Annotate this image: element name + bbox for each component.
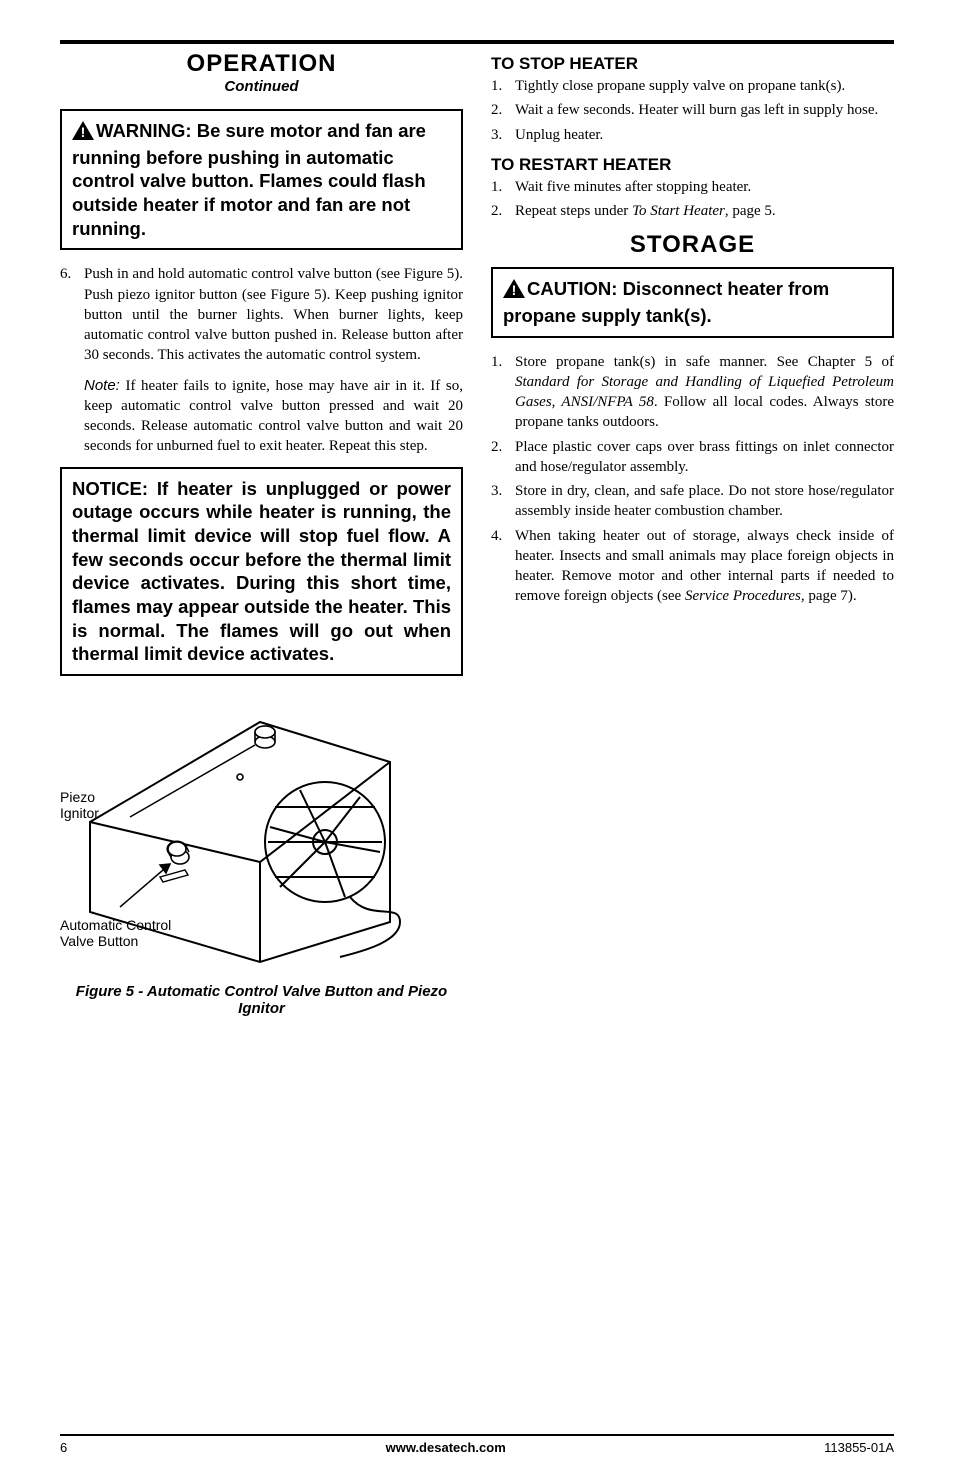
step-text: Place plastic cover caps over brass fitt… — [515, 437, 894, 478]
two-column-layout: OPERATION Continued ! WARNING: Be sure m… — [60, 50, 894, 1017]
note-label: Note: — [84, 377, 120, 394]
continued-label: Continued — [60, 78, 463, 95]
step-number: 1. — [491, 177, 515, 197]
top-rule — [60, 40, 894, 44]
caution-label: CAUTION: — [527, 278, 617, 299]
step-number: 2. — [491, 100, 515, 120]
storage-title: STORAGE — [491, 231, 894, 259]
storage-step-2: 2. Place plastic cover caps over brass f… — [491, 437, 894, 478]
caution-icon: ! — [503, 279, 525, 304]
step-number: 1. — [491, 352, 515, 433]
step-text: Store in dry, clean, and safe place. Do … — [515, 481, 894, 522]
to-stop-heading: TO STOP HEATER — [491, 54, 894, 74]
footer-url: www.desatech.com — [386, 1440, 506, 1455]
warning-box: ! WARNING: Be sure motor and fan are run… — [60, 109, 463, 250]
caution-box: ! CAUTION: Disconnect heater from propan… — [491, 267, 894, 337]
step-text: When taking heater out of storage, alway… — [515, 526, 894, 607]
to-restart-heading: TO RESTART HEATER — [491, 155, 894, 175]
step-text: Unplug heater. — [515, 125, 894, 145]
notice-box: NOTICE: If heater is unplugged or power … — [60, 467, 463, 676]
note-text: If heater fails to ignite, hose may have… — [84, 378, 463, 455]
step-text: Wait a few seconds. Heater will burn gas… — [515, 100, 894, 120]
restart-step-1: 1. Wait five minutes after stopping heat… — [491, 177, 894, 197]
step-number: 1. — [491, 76, 515, 96]
figure-5-caption: Figure 5 - Automatic Control Valve Butto… — [60, 983, 463, 1017]
svg-text:!: ! — [81, 124, 86, 140]
step-text: Wait five minutes after stopping heater. — [515, 177, 894, 197]
warning-label: WARNING: — [96, 120, 192, 141]
step-number: 2. — [491, 201, 515, 221]
step-number: 2. — [491, 437, 515, 478]
step-text: Tightly close propane supply valve on pr… — [515, 76, 894, 96]
footer-docid: 113855-01A — [824, 1440, 894, 1455]
storage-step-1: 1. Store propane tank(s) in safe manner.… — [491, 352, 894, 433]
step-6: 6. Push in and hold automatic control va… — [60, 264, 463, 365]
operation-title: OPERATION — [60, 50, 463, 78]
svg-text:!: ! — [512, 282, 517, 298]
stop-step-3: 3. Unplug heater. — [491, 125, 894, 145]
figure-5: Piezo Ignitor Automatic Control Valve Bu… — [60, 692, 463, 1017]
right-column: TO STOP HEATER 1. Tightly close propane … — [491, 50, 894, 1017]
stop-step-1: 1. Tightly close propane supply valve on… — [491, 76, 894, 96]
piezo-callout-line2: Ignitor — [60, 805, 99, 821]
operation-steps: 6. Push in and hold automatic control va… — [60, 264, 463, 365]
footer-page-number: 6 — [60, 1440, 67, 1455]
restart-step-2: 2. Repeat steps under To Start Heater, p… — [491, 201, 894, 221]
storage-step-3: 3. Store in dry, clean, and safe place. … — [491, 481, 894, 522]
valve-callout-line1: Automatic Control — [60, 917, 171, 933]
step-number: 4. — [491, 526, 515, 607]
storage-steps: 1. Store propane tank(s) in safe manner.… — [491, 352, 894, 607]
piezo-callout-line1: Piezo — [60, 789, 95, 805]
warning-icon: ! — [72, 121, 94, 146]
storage-step-4: 4. When taking heater out of storage, al… — [491, 526, 894, 607]
step-number: 3. — [491, 125, 515, 145]
step-text: Repeat steps under To Start Heater, page… — [515, 201, 894, 221]
step-number: 3. — [491, 481, 515, 522]
stop-step-2: 2. Wait a few seconds. Heater will burn … — [491, 100, 894, 120]
note-paragraph: Note: If heater fails to ignite, hose ma… — [84, 376, 463, 457]
stop-steps: 1. Tightly close propane supply valve on… — [491, 76, 894, 145]
figure-5-svg: Piezo Ignitor Automatic Control Valve Bu… — [60, 692, 460, 972]
step-text: Push in and hold automatic control valve… — [84, 264, 463, 365]
page-footer: 6 www.desatech.com 113855-01A — [60, 1434, 894, 1455]
valve-callout-line2: Valve Button — [60, 933, 138, 949]
step-text: Store propane tank(s) in safe manner. Se… — [515, 352, 894, 433]
step-number: 6. — [60, 264, 84, 365]
left-column: OPERATION Continued ! WARNING: Be sure m… — [60, 50, 463, 1017]
restart-steps: 1. Wait five minutes after stopping heat… — [491, 177, 894, 222]
